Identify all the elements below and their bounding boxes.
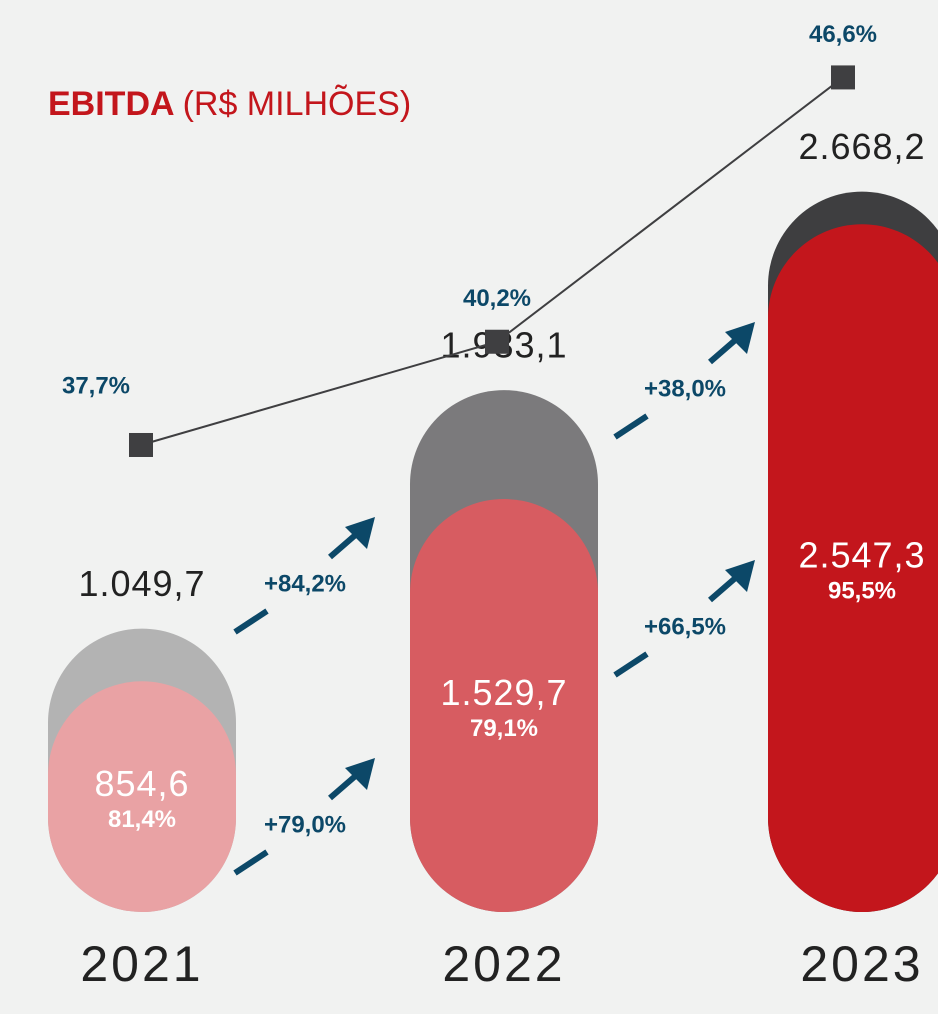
x-tick-label: 2023 bbox=[800, 936, 923, 992]
portion-label: 1.529,7 bbox=[440, 672, 567, 713]
share-label: 81,4% bbox=[108, 806, 176, 833]
share-label: 95,5% bbox=[828, 577, 896, 604]
portion-pill bbox=[768, 224, 938, 912]
arrow-tail bbox=[233, 608, 269, 635]
arrow-tail bbox=[233, 849, 269, 876]
x-tick-label: 2022 bbox=[442, 936, 565, 992]
margin-label: 40,2% bbox=[463, 285, 531, 312]
portion-label: 854,6 bbox=[94, 763, 189, 804]
margin-marker bbox=[485, 329, 509, 354]
chart-subtitle: (R$ MILHÕES) bbox=[183, 85, 412, 123]
margin-marker bbox=[129, 432, 153, 457]
chart-title: EBITDA bbox=[48, 85, 175, 123]
growth-label: +84,2% bbox=[264, 570, 346, 597]
margin-label: 37,7% bbox=[62, 372, 130, 399]
arrow-tail bbox=[613, 651, 649, 678]
portion-pill bbox=[410, 498, 598, 912]
share-label: 79,1% bbox=[470, 715, 538, 742]
arrow-head bbox=[345, 758, 375, 790]
arrow-head bbox=[725, 560, 755, 592]
growth-label: +66,5% bbox=[644, 613, 726, 640]
arrow-head bbox=[725, 322, 755, 354]
growth-label: +79,0% bbox=[264, 811, 346, 838]
total-label: 2.668,2 bbox=[798, 126, 925, 167]
x-tick-label: 2021 bbox=[80, 936, 203, 992]
portion-pill bbox=[48, 681, 236, 912]
margin-label: 46,6% bbox=[809, 21, 877, 48]
margin-marker bbox=[831, 65, 855, 90]
portion-label: 2.547,3 bbox=[798, 535, 925, 576]
total-label: 1.049,7 bbox=[78, 563, 205, 604]
chart-title-group: EBITDA (R$ MILHÕES) bbox=[48, 85, 411, 123]
arrow-head bbox=[345, 517, 375, 549]
growth-label: +38,0% bbox=[644, 375, 726, 402]
arrow-tail bbox=[613, 413, 649, 440]
